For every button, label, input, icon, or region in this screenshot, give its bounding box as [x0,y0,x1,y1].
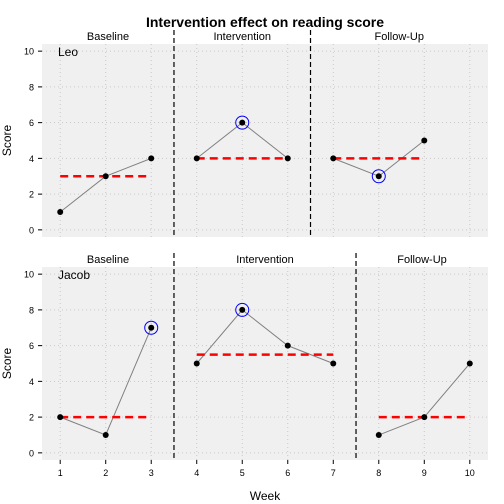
data-point [421,137,428,144]
y-tick-label: 6 [29,341,34,351]
phase-label: Intervention [236,254,293,266]
panel-name: Leo [58,45,78,59]
x-tick-label: 1 [58,468,63,478]
panel-jacob: 0 2 4 6 8 10 Score Jacob Baseline Intervention Fol… [0,253,488,460]
data-point [57,208,64,215]
phase-label: Follow-Up [374,31,424,43]
y-axis-label: Score [0,125,14,157]
x-tick-label: 7 [331,468,336,478]
data-point [375,173,382,180]
y-tick-label: 4 [29,154,34,164]
panel-name: Jacob [58,268,90,282]
data-point [148,324,155,331]
data-point [148,155,155,162]
x-axis: 1 2 3 4 5 6 7 8 9 10 [58,460,475,478]
y-tick-label: 8 [29,82,34,92]
phase-label: Intervention [214,31,271,43]
data-point [102,173,109,180]
phase-label: Baseline [87,254,129,266]
x-tick-label: 4 [194,468,199,478]
chart-title: Intervention effect on reading score [146,14,384,30]
panel-background [42,267,488,460]
x-tick-label: 5 [240,468,245,478]
data-point [330,360,337,367]
x-tick-label: 8 [376,468,381,478]
x-tick-label: 6 [285,468,290,478]
series-line [196,309,334,364]
x-tick-label: 3 [149,468,154,478]
data-point [239,306,246,313]
x-tick-label: 9 [422,468,427,478]
data-point [284,155,291,162]
x-tick-label: 2 [103,468,108,478]
highlight-circle [371,169,386,184]
y-tick-label: 2 [29,413,34,423]
y-tick-label: 10 [24,47,34,57]
x-tick-label: 10 [465,468,475,478]
phase-label: Follow-Up [397,254,447,266]
highlight-circle [235,115,250,130]
y-axis-label: Score [0,348,14,380]
panel-leo: 0 2 4 6 8 10 Score Leo Baseline Intervention Follo… [0,30,488,237]
data-point [330,155,337,162]
phase-label: Baseline [87,31,129,43]
data-point [466,360,473,367]
y-tick-label: 8 [29,305,34,315]
x-axis-label: Week [250,489,281,503]
y-tick-label: 6 [29,118,34,128]
data-point [375,431,382,438]
data-point [193,360,200,367]
y-tick-label: 0 [29,448,34,458]
highlight-circle [235,302,250,317]
data-point [421,414,428,421]
y-tick-label: 4 [29,377,34,387]
data-point [193,155,200,162]
highlight-circle [144,320,159,335]
data-point [239,119,246,126]
y-tick-label: 0 [29,225,34,235]
y-tick-label: 10 [24,270,34,280]
data-point [102,431,109,438]
y-tick-label: 2 [29,190,34,200]
data-point [284,342,291,349]
data-point [57,414,64,421]
